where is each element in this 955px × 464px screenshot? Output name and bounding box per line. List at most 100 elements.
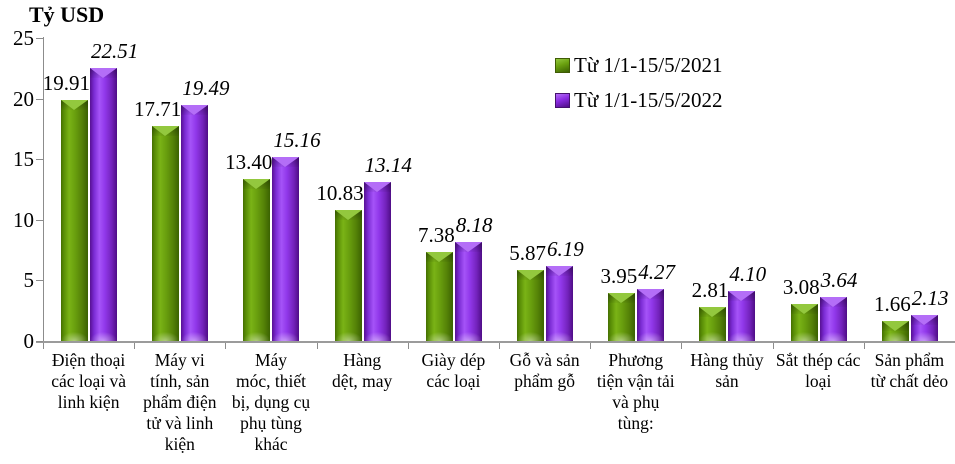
bar-2021 (334, 210, 362, 341)
y-tick-label: 25 (13, 26, 34, 50)
value-label-2021: 10.83 (316, 181, 364, 205)
value-label-2021: 3.95 (600, 264, 638, 288)
y-tick-mark (36, 38, 43, 39)
x-tick-mark (772, 343, 774, 349)
bar-bottom-highlight (699, 332, 727, 341)
x-tick-mark (590, 343, 592, 349)
bar-top-notch (363, 182, 391, 192)
x-category-label: Giày dép các loại (421, 350, 486, 391)
x-tick-mark (316, 343, 318, 349)
bar-bottom-highlight (608, 332, 636, 341)
x-category-label: Sản phẩm từ chất dẻo (870, 350, 949, 391)
x-axis-line (36, 341, 955, 343)
x-category-label: Sắt thép các loại (775, 350, 861, 391)
y-tick-label: 15 (13, 147, 34, 172)
value-label-2021: 1.66 (874, 292, 911, 316)
bar-top-notch (881, 321, 909, 331)
bar-2021 (881, 321, 909, 341)
bar-2022 (819, 297, 847, 341)
bar-2021 (61, 100, 88, 341)
bar-bottom-highlight (819, 332, 847, 341)
bar-top-notch (61, 100, 88, 110)
bar-top-notch (728, 291, 756, 301)
y-tick-mark (36, 280, 43, 282)
bar-top-notch (910, 315, 938, 325)
y-tick-label: 5 (23, 268, 35, 293)
bar-bottom-highlight (272, 332, 300, 341)
value-label-2021: 17.71 (133, 97, 182, 121)
value-label-2021: 2.81 (691, 278, 729, 302)
bar-2021 (517, 270, 544, 341)
category-group: 19.91 22.51 Điện thoại các loại và linh ki… (42, 0, 139, 464)
bar-bottom-highlight (425, 332, 453, 341)
value-label-2021: 7.38 (418, 223, 455, 247)
category-group: 3.08 3.64 Sắt thép các loại (773, 0, 864, 464)
value-label-2022: 8.18 (455, 213, 493, 237)
bar-top-notch (637, 289, 665, 299)
bar-bottom-highlight (181, 332, 209, 341)
value-label-2022: 4.27 (638, 260, 675, 284)
value-label-2021: 13.40 (225, 150, 273, 174)
x-category-label: Điện thoại các loại và linh kiện (51, 350, 126, 412)
value-label-2021: 19.91 (42, 71, 90, 95)
category-group: 1.66 2.13 Sản phẩm từ chất dẻo (864, 0, 955, 464)
bar-top-notch (819, 297, 847, 307)
value-label-2022: 13.14 (364, 153, 412, 177)
y-tick-mark (36, 341, 43, 342)
x-category-label: Máy móc, thiết bị, dụng cụ phụ tùng khác (231, 350, 311, 454)
bar-2022 (454, 242, 482, 341)
x-category-label: Hàng thủy sản (690, 350, 764, 391)
bar-bottom-highlight (61, 332, 88, 341)
category-group: 17.71 19.49 Máy vi tính, sản phẩm điện tử … (133, 0, 230, 464)
x-tick-mark (499, 343, 500, 349)
bar-top-notch (608, 293, 636, 303)
x-category-label: Gỗ và sản phẩm gỗ (509, 350, 580, 391)
y-axis-title: Tỷ USD (29, 2, 105, 27)
bar-bottom-highlight (517, 332, 544, 341)
bar-2022 (272, 157, 300, 341)
value-label-2022: 19.49 (182, 76, 230, 100)
bar-2022 (546, 266, 573, 341)
legend-swatch-purple-icon (555, 92, 570, 108)
bar-top-notch (334, 210, 362, 220)
value-label-2021: 5.87 (509, 241, 546, 265)
bar-top-notch (272, 157, 300, 167)
y-tick-label: 20 (13, 86, 34, 111)
y-tick-mark (36, 159, 43, 161)
bar-bottom-highlight (910, 332, 938, 341)
legend: Từ 1/1-15/5/2021 Từ 1/1-15/5/2022 (555, 52, 723, 122)
bar-top-notch (425, 252, 453, 262)
legend-label-2021: Từ 1/1-15/5/2021 (574, 52, 723, 77)
bar-bottom-highlight (790, 332, 818, 341)
bar-bottom-highlight (728, 332, 756, 341)
x-tick-mark (407, 343, 409, 349)
y-tick-label: 10 (13, 207, 34, 232)
x-tick-mark (681, 343, 683, 349)
bar-2021 (699, 307, 727, 341)
value-label-2022: 6.19 (547, 237, 584, 261)
bar-top-notch (152, 126, 180, 136)
value-label-2021: 3.08 (782, 275, 820, 299)
bar-2022 (637, 289, 665, 341)
y-tick-mark (36, 219, 43, 221)
x-category-label: Hàng dệt, may (332, 350, 393, 391)
bar-2021 (425, 252, 453, 341)
bar-top-notch (699, 307, 727, 317)
y-tick-label: 0 (23, 329, 35, 353)
value-label-2022: 15.16 (273, 128, 321, 152)
bar-top-notch (181, 105, 209, 115)
bar-bottom-highlight (334, 332, 362, 341)
x-tick-mark (43, 343, 44, 349)
bar-top-notch (790, 304, 818, 314)
y-tick-mark (36, 98, 43, 100)
bar-bottom-highlight (152, 332, 180, 341)
bar-2021 (243, 179, 271, 341)
bar-2022 (728, 291, 756, 341)
x-tick-mark (863, 343, 865, 349)
category-group: 3.95 4.27 Phương tiện vận tải và phụ tùng: (590, 0, 681, 464)
bar-bottom-highlight (881, 332, 909, 341)
value-label-2022: 4.10 (729, 262, 767, 286)
category-group: 5.87 6.19 Gỗ và sản phẩm gỗ (499, 0, 590, 464)
category-group: 13.40 15.16 Máy móc, thiết bị, dụng cụ phụ… (225, 0, 321, 464)
